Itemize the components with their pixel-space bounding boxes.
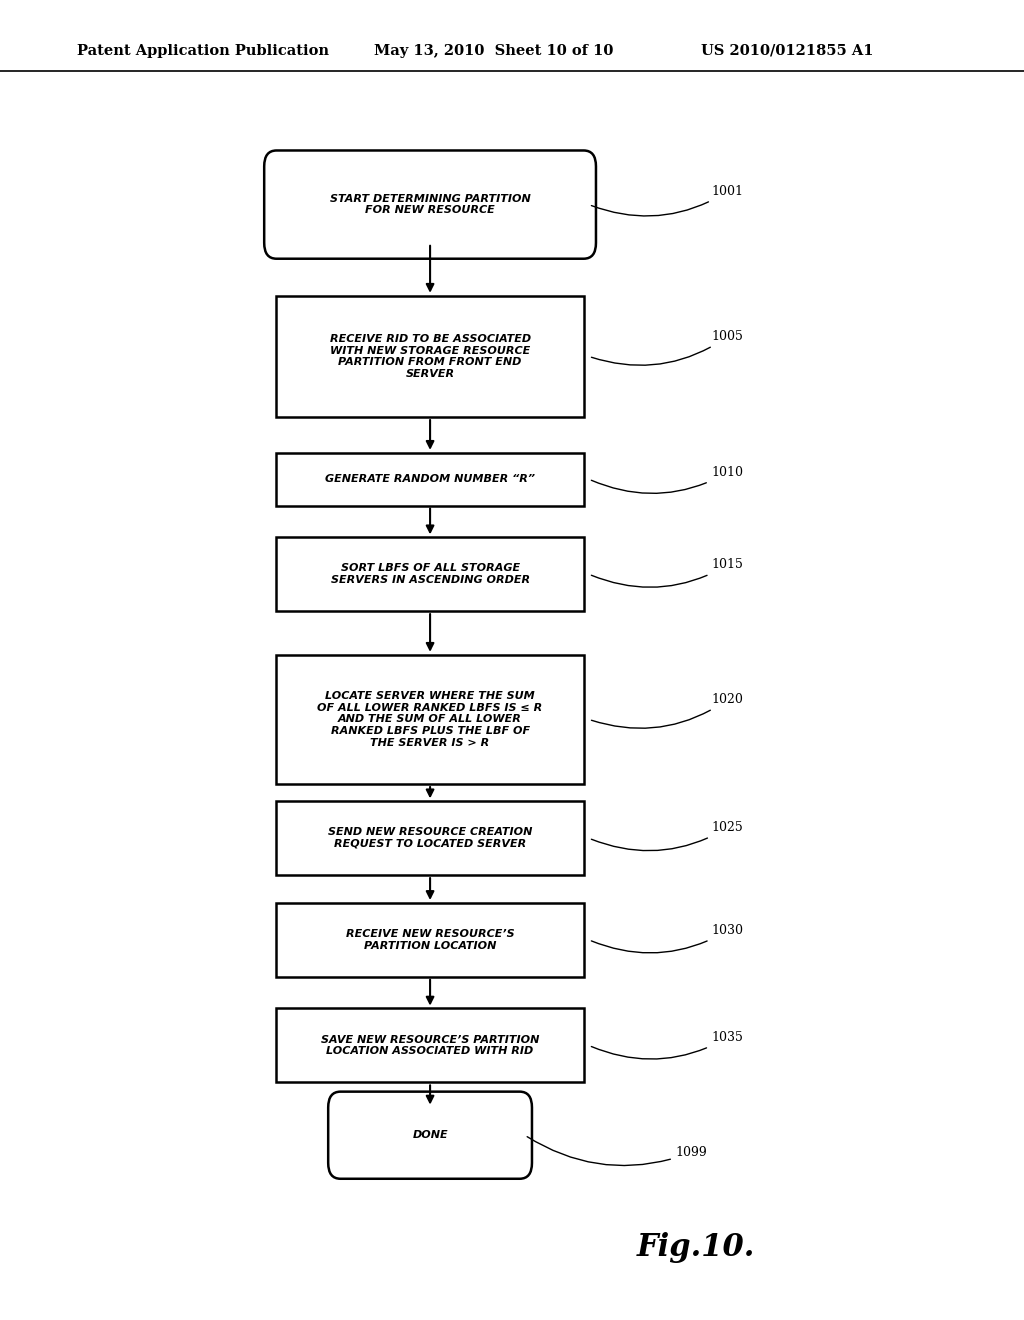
Text: 1035: 1035 bbox=[591, 1031, 743, 1059]
Text: 1015: 1015 bbox=[592, 558, 743, 587]
Text: SAVE NEW RESOURCE’S PARTITION
LOCATION ASSOCIATED WITH RID: SAVE NEW RESOURCE’S PARTITION LOCATION A… bbox=[321, 1035, 540, 1056]
Text: 1001: 1001 bbox=[592, 185, 743, 216]
Text: 1020: 1020 bbox=[592, 693, 743, 729]
Text: SEND NEW RESOURCE CREATION
REQUEST TO LOCATED SERVER: SEND NEW RESOURCE CREATION REQUEST TO LO… bbox=[328, 828, 532, 849]
Text: Fig.10.: Fig.10. bbox=[637, 1232, 756, 1263]
Text: 1025: 1025 bbox=[592, 821, 743, 850]
FancyBboxPatch shape bbox=[276, 453, 584, 506]
Text: 1030: 1030 bbox=[592, 924, 743, 953]
FancyBboxPatch shape bbox=[276, 655, 584, 784]
Text: Patent Application Publication: Patent Application Publication bbox=[77, 44, 329, 58]
FancyBboxPatch shape bbox=[328, 1092, 532, 1179]
FancyBboxPatch shape bbox=[276, 296, 584, 417]
FancyBboxPatch shape bbox=[276, 537, 584, 611]
Text: GENERATE RANDOM NUMBER “R”: GENERATE RANDOM NUMBER “R” bbox=[325, 474, 536, 484]
Text: START DETERMINING PARTITION
FOR NEW RESOURCE: START DETERMINING PARTITION FOR NEW RESO… bbox=[330, 194, 530, 215]
Text: RECEIVE RID TO BE ASSOCIATED
WITH NEW STORAGE RESOURCE
PARTITION FROM FRONT END
: RECEIVE RID TO BE ASSOCIATED WITH NEW ST… bbox=[330, 334, 530, 379]
Text: 1010: 1010 bbox=[591, 466, 743, 494]
FancyBboxPatch shape bbox=[276, 801, 584, 875]
Text: SORT LBFS OF ALL STORAGE
SERVERS IN ASCENDING ORDER: SORT LBFS OF ALL STORAGE SERVERS IN ASCE… bbox=[331, 564, 529, 585]
Text: US 2010/0121855 A1: US 2010/0121855 A1 bbox=[701, 44, 873, 58]
Text: LOCATE SERVER WHERE THE SUM
OF ALL LOWER RANKED LBFS IS ≤ R
AND THE SUM OF ALL L: LOCATE SERVER WHERE THE SUM OF ALL LOWER… bbox=[317, 692, 543, 747]
Text: May 13, 2010  Sheet 10 of 10: May 13, 2010 Sheet 10 of 10 bbox=[374, 44, 613, 58]
FancyBboxPatch shape bbox=[264, 150, 596, 259]
FancyBboxPatch shape bbox=[276, 903, 584, 977]
Text: 1099: 1099 bbox=[527, 1137, 708, 1166]
FancyBboxPatch shape bbox=[276, 1008, 584, 1082]
Text: DONE: DONE bbox=[413, 1130, 447, 1140]
Text: RECEIVE NEW RESOURCE’S
PARTITION LOCATION: RECEIVE NEW RESOURCE’S PARTITION LOCATIO… bbox=[346, 929, 514, 950]
Text: 1005: 1005 bbox=[592, 330, 743, 366]
